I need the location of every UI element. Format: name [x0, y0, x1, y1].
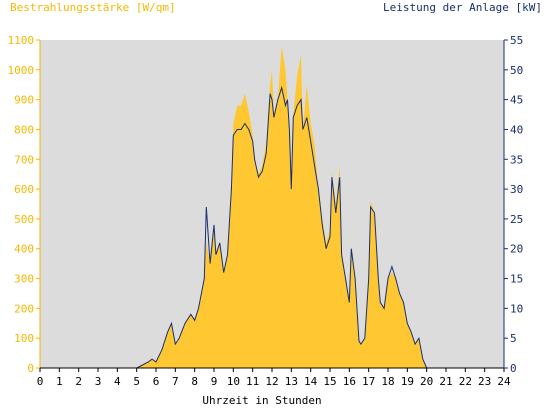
x-tick-label: 23: [478, 375, 491, 388]
left-axis-title: Bestrahlungsstärke [W/qm]: [10, 1, 176, 14]
right-axis-ticks: 0 5 10 15 20 25 30 35 40 45 50 55: [504, 34, 523, 375]
x-tick-label: 15: [323, 375, 336, 388]
left-tick-label: 700: [14, 153, 34, 166]
right-tick-label: 40: [510, 123, 523, 136]
x-axis-title: Uhrzeit in Stunden: [202, 394, 321, 407]
right-axis-title: Leistung der Anlage [kW]: [383, 1, 542, 14]
right-tick-label: 45: [510, 94, 523, 107]
right-tick-label: 35: [510, 153, 523, 166]
x-tick-label: 22: [459, 375, 472, 388]
left-tick-label: 500: [14, 213, 34, 226]
x-tick-label: 8: [191, 375, 198, 388]
left-tick-label: 1100: [8, 34, 35, 47]
x-tick-label: 7: [172, 375, 179, 388]
series-layer: [40, 46, 504, 369]
left-tick-label: 600: [14, 183, 34, 196]
x-tick-label: 9: [211, 375, 218, 388]
x-tick-label: 5: [133, 375, 140, 388]
left-tick-label: 100: [14, 332, 34, 345]
x-axis-ticks: 0 1 2 3 4 5 6 7 8 9 10 11 12 13 14 15 16 17 18 19 20 21 22 23 24: [37, 368, 511, 388]
left-tick-label: 0: [27, 362, 34, 375]
x-tick-label: 20: [420, 375, 433, 388]
x-tick-label: 13: [285, 375, 298, 388]
left-tick-label: 1000: [8, 64, 35, 77]
left-tick-label: 300: [14, 273, 34, 286]
x-tick-label: 18: [381, 375, 394, 388]
right-tick-label: 30: [510, 183, 523, 196]
x-tick-label: 3: [95, 375, 102, 388]
power-line: [40, 85, 504, 369]
x-tick-label: 12: [265, 375, 278, 388]
right-tick-label: 10: [510, 302, 523, 315]
right-tick-label: 55: [510, 34, 523, 47]
x-tick-label: 17: [362, 375, 375, 388]
right-tick-label: 5: [510, 332, 517, 345]
left-tick-label: 900: [14, 94, 34, 107]
x-tick-label: 11: [246, 375, 259, 388]
right-tick-label: 15: [510, 273, 523, 286]
x-tick-label: 4: [114, 375, 121, 388]
left-tick-label: 800: [14, 123, 34, 136]
x-tick-label: 14: [304, 375, 318, 388]
right-tick-label: 25: [510, 213, 523, 226]
x-tick-label: 16: [343, 375, 356, 388]
x-tick-label: 6: [153, 375, 160, 388]
x-tick-label: 1: [56, 375, 63, 388]
x-tick-label: 0: [37, 375, 44, 388]
left-axis-ticks: 0 100 200 300 400 500 600 700 800 900 1000 1100: [8, 34, 40, 375]
x-tick-label: 21: [439, 375, 452, 388]
left-tick-label: 400: [14, 243, 34, 256]
left-tick-label: 200: [14, 302, 34, 315]
irradiance-area: [40, 46, 504, 368]
right-tick-label: 0: [510, 362, 517, 375]
right-tick-label: 20: [510, 243, 523, 256]
x-tick-label: 19: [401, 375, 414, 388]
right-tick-label: 50: [510, 64, 523, 77]
x-tick-label: 2: [75, 375, 82, 388]
x-tick-label: 24: [497, 375, 511, 388]
x-tick-label: 10: [227, 375, 240, 388]
